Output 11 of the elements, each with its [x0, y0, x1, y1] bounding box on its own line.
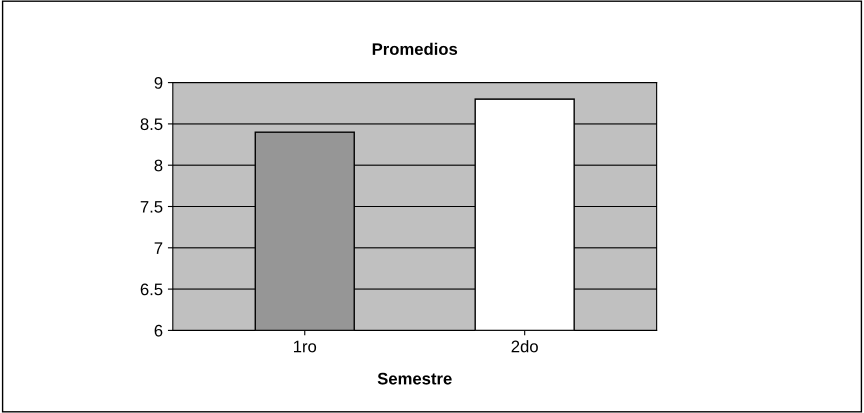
y-tick-label: 9 [154, 77, 162, 89]
chart-title: Promedios [372, 42, 458, 55]
y-tick-label: 7.5 [140, 201, 162, 213]
x-tick-label: 2do [512, 340, 538, 352]
x-axis-title: Semestre [378, 372, 452, 385]
y-tick-label: 6 [154, 324, 162, 337]
y-tick-label: 8 [154, 160, 162, 172]
x-tick-label: 1ro [294, 340, 316, 352]
y-tick-label: 6.5 [140, 284, 162, 296]
y-tick-label: 7 [154, 242, 162, 254]
y-tick-label: 8.5 [140, 118, 162, 130]
